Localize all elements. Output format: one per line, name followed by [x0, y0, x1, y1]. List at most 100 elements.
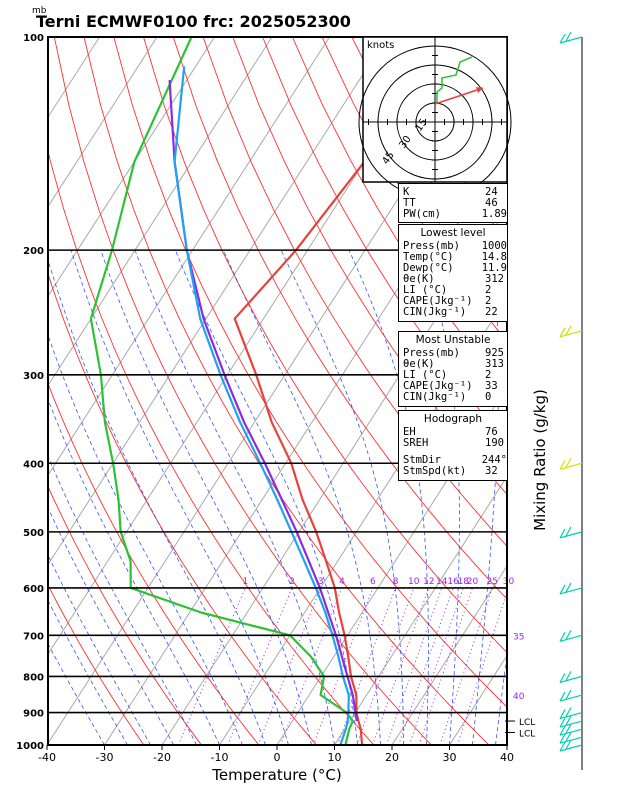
pressure-tick-label: 600	[23, 584, 44, 595]
mixing-ratio-label: 16	[447, 577, 459, 587]
mixing-ratio-label: 6	[370, 577, 376, 587]
hodo-row: EH 76	[399, 427, 507, 438]
hodo-value: 32	[485, 465, 498, 477]
mixing-ratio-line	[398, 587, 454, 745]
lowest-row: LI (°C) 2	[399, 285, 507, 296]
wind-barb	[559, 462, 583, 470]
index-value: 46	[485, 197, 498, 209]
hodo-value: 244°	[481, 454, 507, 466]
wind-barb	[559, 634, 583, 642]
pressure-tick-label: 700	[23, 631, 44, 642]
unstable-value: 0	[485, 391, 492, 403]
unstable-label: θe(K)	[403, 358, 435, 370]
wind-barb-flag	[565, 689, 572, 700]
isotherm-line	[391, 565, 507, 745]
mixing-ratio-label: 25	[486, 577, 497, 587]
most-unstable-heading: Most Unstable	[415, 334, 491, 346]
dry-adiabat-line	[53, 37, 432, 745]
hodo-label: EH	[403, 426, 416, 438]
mixing-ratio-label: 18	[458, 577, 470, 587]
hodo-label: StmDir	[403, 454, 441, 466]
x-tick-label: -10	[211, 751, 229, 764]
hodo-label: SREH	[403, 437, 429, 449]
moist-adiabat-line	[134, 249, 335, 745]
dry-adiabat-line	[48, 485, 202, 745]
x-tick-label: 40	[500, 751, 514, 764]
unstable-row: LI (°C) 2	[399, 370, 507, 381]
hodo-row: StmDir 244°	[399, 455, 507, 466]
lcl-label: LCL	[519, 718, 535, 728]
mixing-ratio-label: 2	[289, 577, 295, 587]
wind-barb-flag	[559, 725, 566, 736]
x-tick-label: -20	[153, 751, 171, 764]
unstable-label: CAPE(Jkg⁻¹)	[403, 380, 473, 392]
mixing-ratio-line	[457, 591, 507, 745]
mixing-ratio-label: 4	[339, 577, 345, 587]
pressure-tick-label: 300	[23, 371, 44, 382]
lowest-level-heading: Lowest level	[420, 227, 486, 239]
moist-adiabat-line	[48, 554, 151, 745]
virtual-profile	[173, 66, 350, 745]
lowest-label: Press(mb)	[403, 240, 460, 252]
wind-barb-flag	[565, 731, 572, 742]
lcl-label: LCL	[519, 729, 535, 739]
wind-barb-flag	[565, 325, 572, 336]
unstable-value: 925	[485, 347, 504, 359]
pressure-unit-label: mb	[32, 6, 47, 16]
pressure-tick-label: 100	[23, 33, 44, 44]
wind-barb-flag	[559, 33, 566, 44]
wind-barb-flag	[565, 31, 572, 42]
moist-adiabat-line	[70, 249, 289, 745]
mixing-ratio-line	[312, 587, 374, 745]
lowest-label: Dewp(°C)	[403, 262, 454, 274]
lowest-value: 14.8	[481, 251, 507, 263]
x-tick-label: 20	[385, 751, 399, 764]
moist-adiabat-line	[48, 506, 174, 745]
isotherm-line	[48, 37, 158, 208]
wind-barb-flag	[559, 741, 566, 752]
chart-title: Terni ECMWF0100 frc: 2025052300	[36, 12, 351, 31]
hodo-value: 190	[485, 437, 504, 449]
pressure-tick-label: 900	[23, 709, 44, 720]
theta-e-label: 35	[513, 632, 524, 642]
lowest-row: Temp(°C) 14.8	[399, 252, 507, 263]
moist-adiabat-line	[223, 249, 381, 745]
hodo-row: SREH 190	[399, 438, 507, 449]
lowest-row: CAPE(Jkg⁻¹) 2	[399, 296, 507, 307]
mixing-ratio-line	[280, 587, 343, 745]
dry-adiabat-line	[48, 584, 145, 745]
wind-barb-flag	[565, 457, 572, 468]
unstable-label: LI (°C)	[403, 369, 448, 381]
index-row: TT 46	[399, 198, 507, 209]
isotherm-line	[48, 37, 100, 119]
lowest-value: 11.9	[481, 262, 507, 274]
wind-barb-flag	[559, 709, 566, 719]
lowest-row: Dewp(°C) 11.9	[399, 263, 507, 274]
wind-barb-flag	[559, 584, 566, 595]
x-tick-label: 10	[328, 751, 342, 764]
index-row: PW(cm) 1.89	[399, 209, 507, 220]
pressure-tick-label: 1000	[16, 741, 44, 752]
hodograph-stats-panel: Hodograph EH 76 SREH 190 StmDir 244° StmSpd…	[398, 410, 508, 481]
dry-adiabat-line	[143, 37, 507, 654]
pressure-tick-label: 500	[23, 528, 44, 539]
storm-motion-arrow	[434, 87, 484, 105]
wind-barb-flag	[565, 526, 572, 537]
lowest-row: Press(mb) 1000	[399, 241, 507, 252]
moist-adiabat-line	[348, 249, 429, 745]
mixing-ratio-label: 14	[436, 577, 448, 587]
wind-barb	[559, 744, 583, 752]
dewpoint-profile	[89, 37, 354, 745]
mixing-ratio-label: 10	[408, 577, 420, 587]
unstable-value: 2	[485, 369, 492, 381]
lowest-value: 1000	[481, 240, 507, 252]
moist-adiabat-line	[48, 398, 220, 745]
dry-adiabat-line	[48, 149, 375, 745]
theta-e-label: 40	[513, 692, 525, 702]
wind-barb	[559, 330, 583, 338]
wind-barb-flag	[565, 630, 572, 640]
index-label: TT	[403, 197, 416, 209]
wind-barb-flag	[559, 691, 566, 702]
moist-adiabat-line	[48, 258, 266, 745]
unstable-row: Press(mb) 925	[399, 348, 507, 359]
